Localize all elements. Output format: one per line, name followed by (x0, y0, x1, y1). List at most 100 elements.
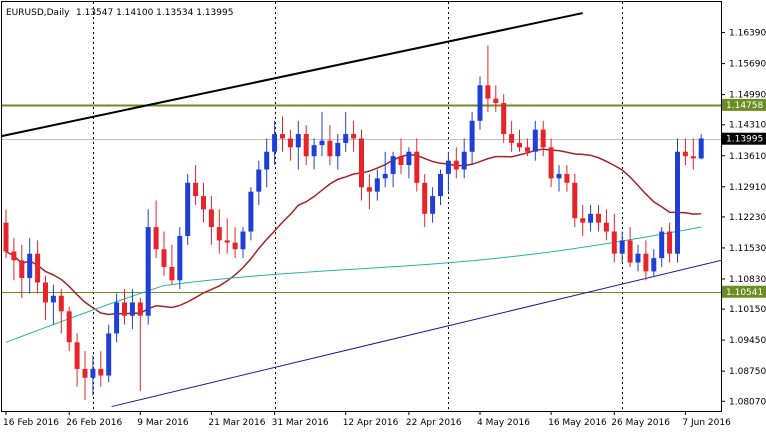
candle-body (50, 295, 56, 303)
bearish-candle (524, 138, 530, 157)
candle-body (438, 173, 443, 197)
candle-body (572, 182, 578, 219)
bullish-candle (335, 134, 341, 170)
lower-trendline (111, 259, 722, 408)
bullish-candle (177, 227, 183, 290)
bullish-candle (698, 134, 704, 160)
chart-ohlc-label: 1.13547 1.14100 1.13534 1.13995 (76, 8, 233, 18)
candle-body (161, 249, 167, 267)
bullish-candle (619, 231, 625, 263)
bearish-candle (366, 173, 372, 210)
bearish-candle (572, 173, 578, 228)
y-tick-label: 1.08750 (729, 367, 766, 377)
level-price-label: 1.14758 (726, 101, 763, 111)
bearish-candle (280, 116, 285, 152)
x-tick-label: 16 May 2016 (548, 418, 607, 428)
bearish-candle (517, 129, 522, 152)
bearish-candle (11, 238, 17, 281)
y-tick-label: 1.10150 (729, 305, 766, 315)
bearish-candle (327, 125, 333, 166)
y-tick-label: 1.09450 (729, 336, 766, 346)
candle-body (106, 333, 112, 376)
bullish-candle (374, 169, 380, 201)
bearish-candle (66, 306, 72, 352)
bearish-candle (414, 138, 420, 192)
bearish-candle (540, 120, 546, 157)
bearish-candle (643, 240, 649, 281)
candle-body (351, 134, 357, 139)
candle-body (114, 302, 120, 334)
candle-body (327, 140, 333, 157)
bullish-candle (114, 293, 120, 343)
bearish-candle (690, 138, 696, 170)
bullish-candle (469, 111, 475, 166)
bearish-candle (58, 289, 64, 334)
y-tick-label: 1.15690 (729, 60, 766, 70)
bullish-candle (240, 227, 246, 259)
level-price-tag (722, 285, 766, 298)
bearish-candle (453, 147, 459, 179)
candle-body (469, 120, 475, 152)
candle-body (501, 103, 507, 135)
bullish-candle (556, 165, 562, 192)
candle-body (406, 151, 412, 166)
candle-body (272, 134, 278, 152)
candle-body (137, 302, 143, 316)
bearish-candle (303, 125, 309, 166)
candle-body (564, 173, 570, 183)
bearish-candle (35, 240, 41, 294)
bullish-candle (129, 289, 135, 330)
bullish-candle (382, 151, 388, 188)
bearish-candle (232, 227, 238, 259)
candle-body (359, 138, 364, 188)
candle-body (153, 227, 159, 250)
candle-body (524, 147, 530, 152)
candle-body (98, 368, 104, 376)
x-tick-label: 31 Mar 2016 (272, 418, 329, 428)
candle-body (129, 302, 135, 316)
bearish-candle (3, 209, 9, 259)
bearish-candle (603, 209, 609, 241)
y-tick-label: 1.10830 (729, 275, 766, 285)
candle-body (295, 134, 301, 148)
candle-body (224, 240, 230, 243)
bullish-candle (27, 238, 33, 294)
candle-body (11, 251, 17, 261)
candle-body (445, 160, 451, 174)
candle-body (256, 169, 262, 192)
moving-average-slow-line (5, 226, 702, 343)
y-tick-label: 1.14310 (729, 121, 766, 131)
plot-frame (1, 1, 722, 412)
y-tick-label: 1.11530 (729, 244, 766, 254)
candle-body (580, 218, 586, 223)
bearish-candle (422, 173, 428, 228)
candle-body (74, 342, 80, 369)
bullish-candle (635, 244, 641, 272)
candle-body (430, 196, 436, 214)
candle-body (201, 196, 206, 210)
candle-body (287, 138, 293, 148)
candle-body (548, 147, 554, 179)
candle-body (596, 213, 601, 223)
bearish-candle (19, 244, 25, 299)
bearish-candle (351, 120, 357, 152)
bullish-candle (532, 120, 538, 161)
x-tick-label: 7 Jun 2016 (682, 418, 731, 428)
x-tick-label: 21 Mar 2016 (208, 418, 265, 428)
candle-body (422, 182, 428, 214)
candle-body (532, 129, 538, 152)
y-tick-label: 1.16390 (729, 29, 766, 39)
bullish-candle (390, 151, 396, 188)
x-tick-label: 16 Feb 2016 (3, 418, 59, 428)
bullish-candle (256, 160, 262, 205)
bullish-candle (461, 138, 467, 179)
bearish-candle (682, 138, 688, 166)
bullish-candle (248, 187, 254, 241)
candle-body (27, 253, 33, 279)
candle-body (690, 156, 696, 159)
candle-body (493, 98, 499, 104)
candle-body (303, 134, 309, 157)
candle-body (19, 260, 25, 279)
